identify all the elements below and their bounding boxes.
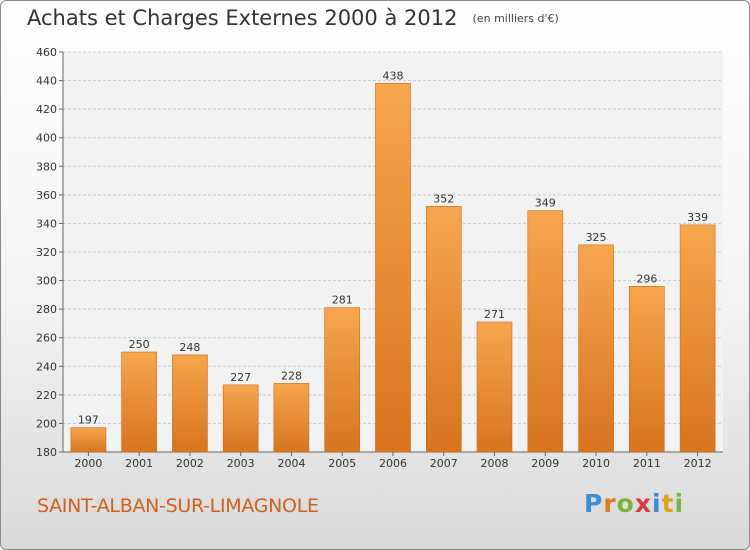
y-tick-label: 380 xyxy=(36,160,57,173)
logo-letter: t xyxy=(661,489,675,518)
logo-letter: i xyxy=(674,489,685,518)
bar-2007 xyxy=(425,206,462,453)
y-tick-label: 340 xyxy=(36,217,57,230)
x-tick-label-2006: 2006 xyxy=(379,457,407,470)
y-tick-label: 300 xyxy=(36,275,57,288)
bar-2000 xyxy=(70,427,107,453)
data-label-2008: 271 xyxy=(484,308,505,321)
logo-letter: o xyxy=(616,489,635,518)
y-tick-label: 320 xyxy=(36,246,57,259)
proxiti-logo: Proxiti xyxy=(584,489,684,518)
y-tick-label: 360 xyxy=(36,189,57,202)
bar-2010 xyxy=(578,244,614,453)
bar-2001 xyxy=(121,351,157,453)
data-label-2006: 438 xyxy=(383,69,404,82)
data-label-2002: 248 xyxy=(179,341,200,354)
commune-name: SAINT-ALBAN-SUR-LIMAGNOLE xyxy=(37,495,319,517)
data-label-2001: 250 xyxy=(129,338,150,351)
y-tick-label: 400 xyxy=(36,132,57,145)
chart-title: Achats et Charges Externes 2000 à 2012 xyxy=(27,6,458,30)
data-label-2007: 352 xyxy=(433,192,454,205)
y-tick-label: 420 xyxy=(36,103,57,116)
y-tick-label: 180 xyxy=(36,446,57,459)
y-tick-label: 260 xyxy=(36,332,57,345)
x-tick-label-2000: 2000 xyxy=(74,457,102,470)
x-tick-label-2010: 2010 xyxy=(582,457,610,470)
data-label-2010: 325 xyxy=(586,231,607,244)
data-label-2005: 281 xyxy=(332,294,353,307)
bar-2011 xyxy=(628,285,665,453)
y-tick-label: 440 xyxy=(36,75,57,88)
bar-2002 xyxy=(172,354,208,453)
x-tick-label-2003: 2003 xyxy=(227,457,255,470)
bar-2006 xyxy=(375,83,411,453)
y-tick-label: 220 xyxy=(36,389,57,402)
logo-letter: x xyxy=(634,489,652,518)
x-tick-label-2011: 2011 xyxy=(633,457,661,470)
bar-2005 xyxy=(324,307,361,453)
bar-2003 xyxy=(222,384,259,453)
bar-2004 xyxy=(273,383,310,453)
x-tick-label-2008: 2008 xyxy=(481,457,509,470)
logo-letter: r xyxy=(603,489,617,518)
data-label-2011: 296 xyxy=(636,272,657,285)
x-tick-label-2007: 2007 xyxy=(430,457,458,470)
y-tick-label: 200 xyxy=(36,417,57,430)
title-block: Achats et Charges Externes 2000 à 2012 (… xyxy=(27,6,559,30)
logo-letter: i xyxy=(652,489,662,518)
y-tick-label: 280 xyxy=(36,303,57,316)
bar-2012 xyxy=(679,224,716,453)
data-label-2004: 228 xyxy=(281,369,302,382)
x-tick-label-2005: 2005 xyxy=(328,457,356,470)
data-label-2009: 349 xyxy=(535,197,556,210)
data-label-2003: 227 xyxy=(230,371,251,384)
y-tick-label: 460 xyxy=(36,46,57,59)
logo-letter: P xyxy=(584,489,604,518)
x-tick-label-2004: 2004 xyxy=(277,457,305,470)
x-tick-label-2009: 2009 xyxy=(531,457,559,470)
chart-subtitle: (en milliers d'€) xyxy=(472,12,559,25)
x-tick-label-2002: 2002 xyxy=(176,457,204,470)
bar-2009 xyxy=(527,210,564,453)
data-label-2000: 197 xyxy=(78,414,99,427)
data-label-2012: 339 xyxy=(687,211,708,224)
bar-2008 xyxy=(476,321,513,453)
x-tick-label-2001: 2001 xyxy=(125,457,153,470)
x-tick-label-2012: 2012 xyxy=(684,457,712,470)
y-tick-label: 240 xyxy=(36,360,57,373)
